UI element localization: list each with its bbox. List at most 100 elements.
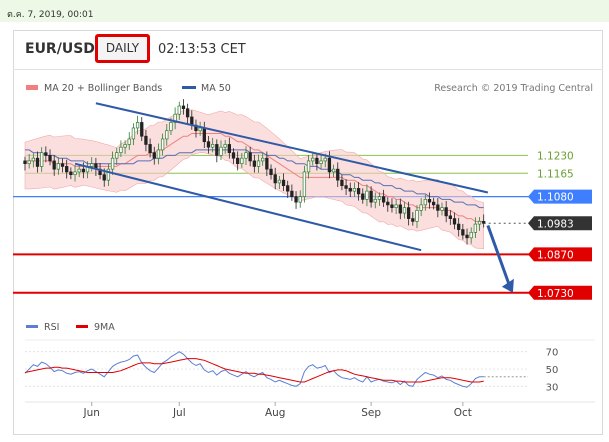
candles [23, 99, 486, 245]
candle-body [81, 168, 86, 173]
chart-frame [13, 30, 603, 435]
candle-body [381, 196, 386, 203]
candle-body [227, 144, 231, 154]
candle-body [69, 171, 73, 176]
candle-body [23, 160, 27, 165]
level-tags: 1.1230 1.1165 1.1080 1.0983 1.0870 1.0730 [528, 150, 592, 300]
candle-body [231, 152, 236, 159]
timeframe-button[interactable]: DAILY [95, 34, 150, 63]
candle-body [48, 155, 52, 162]
candle-body [319, 160, 323, 165]
moving-averages [25, 133, 484, 222]
candle-body [356, 188, 361, 195]
candle-body [265, 157, 269, 170]
candle-body [73, 171, 77, 176]
candle-body [115, 152, 119, 159]
level-label-1.1230: 1.1230 [537, 150, 574, 162]
candle-body [440, 207, 444, 211]
candle-body [277, 179, 282, 184]
candle-body [415, 210, 419, 222]
ma20-legend-swatch [26, 85, 38, 90]
x-tick-Aug: Aug [265, 407, 286, 419]
level-tag-1.0730 [528, 285, 592, 300]
projection-arrow-shaft [486, 224, 512, 288]
candle-body [286, 185, 290, 192]
ma20-legend-label: MA 20 + Bollinger Bands [44, 83, 162, 94]
level-label-1.0983: 1.0983 [537, 218, 574, 230]
rsi-panel: 70 50 30 [24, 339, 595, 393]
rsi-legend-swatch [26, 325, 38, 328]
candle-body [477, 221, 482, 225]
candle-body [27, 160, 31, 165]
candle-body [419, 204, 423, 211]
candle-body [377, 196, 382, 200]
candle-body [432, 201, 436, 206]
candle-body [344, 185, 348, 189]
candle-body [52, 160, 56, 170]
projection-arrow-head [501, 278, 514, 293]
candle-body [323, 157, 327, 162]
level-label-1.1080: 1.1080 [537, 192, 574, 204]
level-tag-1.0870 [528, 247, 592, 262]
candle-body [452, 218, 457, 225]
candle-body [140, 122, 144, 137]
candle-body [269, 168, 273, 176]
candle-body [244, 152, 248, 159]
candle-body [236, 157, 240, 165]
candle-body [365, 190, 369, 200]
bollinger-band-area [24, 109, 484, 250]
candle-body [406, 207, 411, 219]
rsi-ma-legend-label: 9MA [94, 322, 115, 333]
candle-body [102, 174, 106, 181]
candle-body [361, 193, 365, 200]
level-label-1.0870: 1.0870 [537, 249, 574, 261]
candle-body [302, 171, 307, 197]
candle-body [469, 231, 473, 239]
candle-body [202, 127, 206, 143]
x-tick-Oct: Oct [454, 407, 472, 419]
candle-body [90, 163, 94, 167]
candle-body [448, 215, 452, 219]
x-tick-Jun: Jun [83, 407, 100, 419]
candle-body [256, 160, 261, 167]
level-tag-1.0983 [528, 216, 592, 231]
candle-body [436, 204, 440, 211]
candle-body [373, 199, 377, 203]
candle-body [40, 152, 44, 167]
candle-body [119, 146, 123, 154]
rsi-line [24, 351, 484, 388]
candle-body [219, 146, 223, 156]
candle-body [311, 157, 315, 162]
candle-body [148, 144, 152, 154]
candle-body [315, 157, 319, 165]
candle-body [398, 204, 402, 214]
rsi-ma-legend-swatch [76, 325, 88, 328]
rsi-tick-70: 70 [546, 348, 559, 359]
candle-body [273, 174, 277, 184]
candle-body [131, 127, 136, 140]
candle-body [156, 149, 161, 159]
candle-body [394, 204, 398, 208]
candle-body [352, 188, 357, 192]
candle-body [77, 168, 81, 173]
candle-body [56, 163, 61, 170]
candle-body [135, 122, 140, 129]
level-label-1.0730: 1.0730 [537, 288, 574, 300]
timestamp: ต.ค. 7, 2019, 00:01 [7, 10, 94, 20]
candle-body [427, 199, 432, 203]
ma50-legend-label: MA 50 [201, 83, 231, 94]
symbol-title: EUR/USD [25, 41, 95, 57]
candle-body [31, 157, 35, 162]
rsi-tick-30: 30 [546, 382, 559, 393]
candle-body [177, 105, 181, 115]
candle-body [160, 138, 165, 151]
timestamp-bar: ต.ค. 7, 2019, 00:01 [0, 0, 609, 22]
candle-body [457, 223, 461, 230]
candle-body [215, 144, 219, 156]
rsi-tick-50: 50 [546, 365, 559, 376]
candle-body [44, 152, 48, 156]
candle-body [123, 144, 127, 148]
candle-body [206, 141, 211, 148]
candle-body [173, 113, 177, 123]
